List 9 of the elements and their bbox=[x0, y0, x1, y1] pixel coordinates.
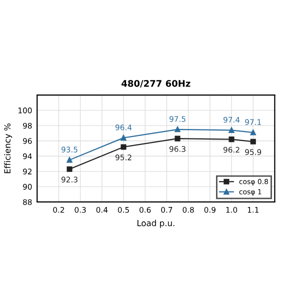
point bbox=[120, 144, 126, 150]
x-axis-title: Load p.u. bbox=[137, 220, 174, 228]
chart-title: 480/277 60Hz bbox=[122, 80, 190, 88]
y-axis-title: Efficiency % bbox=[4, 124, 12, 174]
point bbox=[228, 136, 234, 142]
point bbox=[228, 127, 234, 133]
point bbox=[66, 166, 72, 172]
point bbox=[174, 136, 180, 142]
point bbox=[250, 138, 256, 144]
